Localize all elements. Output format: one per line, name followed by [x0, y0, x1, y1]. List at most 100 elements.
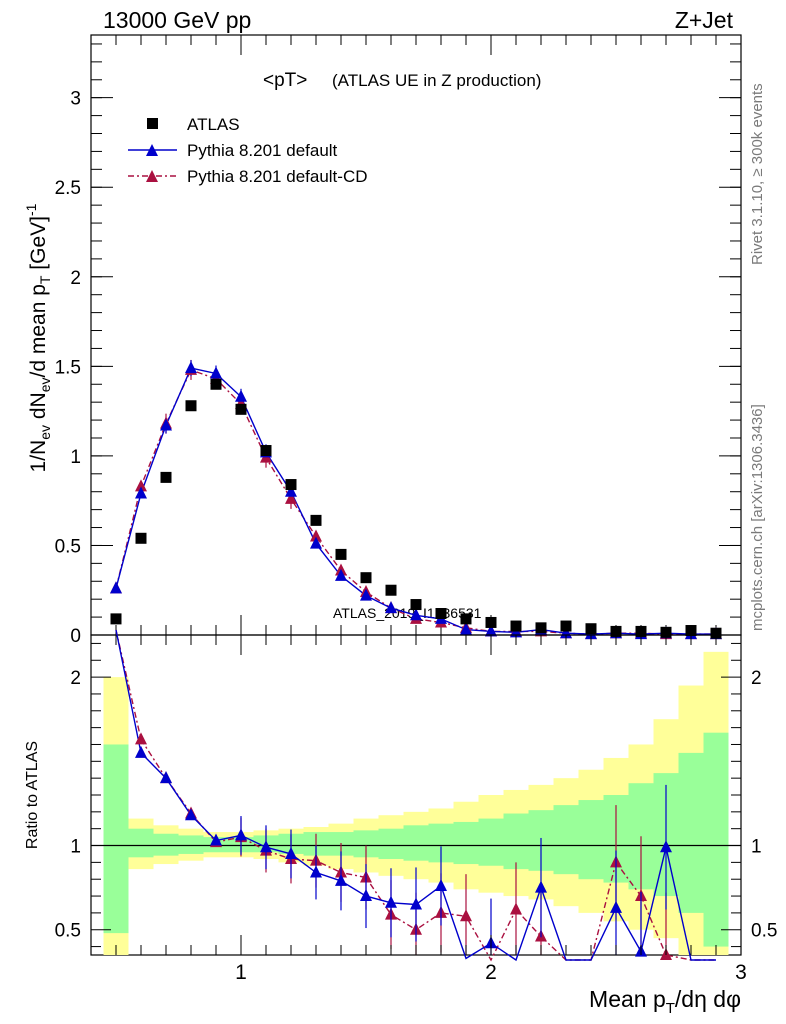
- ratio-inner-band: [153, 833, 179, 856]
- ratio-pythia-point: [660, 840, 672, 853]
- ratio-pythia-point: [435, 878, 447, 891]
- main-atlas-point: [710, 627, 722, 639]
- main-atlas-point: [660, 626, 672, 638]
- main-pythia-point: [360, 588, 372, 601]
- main-y-tick-label: 1: [70, 447, 81, 468]
- ratio-y-tick-label: 1: [70, 837, 81, 858]
- ratio-inner-band: [178, 835, 204, 854]
- ratio-pythia-cd-point: [510, 902, 522, 915]
- ratio-pythia-point: [360, 889, 372, 902]
- main-atlas-point: [485, 616, 497, 628]
- ratio-y-tick-label-right: 2: [751, 668, 762, 689]
- main-atlas-point: [135, 532, 147, 544]
- ratio-pythia-point: [210, 833, 222, 846]
- main-panel: 00.511.522.53 ATLAS_2019_I1736531 <pT> (…: [23, 34, 742, 647]
- main-pythia-cd-line: [115, 369, 716, 635]
- main-atlas-point: [635, 625, 647, 637]
- x-tick-label: 2: [485, 961, 497, 984]
- main-atlas-point: [260, 445, 272, 457]
- main-pythia-point: [110, 581, 122, 594]
- legend-pythia-marker: [146, 144, 158, 156]
- ratio-pythia-point: [535, 880, 547, 893]
- main-atlas-point: [210, 378, 222, 390]
- main-atlas-point: [110, 613, 122, 625]
- plot-title-main: <pT>: [263, 70, 307, 91]
- ratio-inner-band: [103, 744, 129, 934]
- ratio-y-tick-labels: 0.5 0.5 1 1 2 2: [55, 668, 778, 942]
- ratio-y-tick-label: 2: [70, 668, 81, 689]
- ratio-y-tick-label-right: 1: [751, 837, 762, 858]
- ratio-y-tick-label-right: 0.5: [751, 921, 777, 942]
- main-pythia-line: [115, 367, 716, 635]
- main-y-tick-label: 1.5: [55, 357, 81, 378]
- ratio-inner-band: [378, 828, 404, 859]
- ratio-panel: 0.5 0.5 1 1 2 2 Ratio to ATLAS 1 2 3 Mean pT/dη…: [24, 629, 778, 1017]
- ratio-pythia-point: [135, 745, 147, 758]
- ratio-inner-band: [128, 828, 154, 858]
- main-atlas-point: [285, 479, 297, 491]
- legend-pythia-cd-label: Pythia 8.201 default-CD: [187, 167, 368, 186]
- main-pythia-cd-point: [310, 529, 322, 542]
- x-axis-label: Mean pT/dη dφ: [589, 986, 741, 1017]
- ratio-y-axis-label: Ratio to ATLAS: [24, 741, 41, 849]
- main-atlas-point: [235, 403, 247, 415]
- ratio-pythia-point: [310, 865, 322, 878]
- header-energy: 13000 GeV pp: [103, 7, 251, 33]
- x-tick-label: 1: [235, 961, 247, 984]
- main-pythia-point: [335, 568, 347, 581]
- main-y-tick-label: 0: [70, 626, 81, 647]
- main-y-tick-label: 3: [70, 89, 81, 110]
- main-y-tick-labels: 0 0.5 1 1.5 2 2.5 3: [55, 89, 81, 647]
- main-atlas-point: [310, 514, 322, 526]
- main-pythia-point: [460, 622, 472, 635]
- side-labels: Rivet 3.1.10, ≥ 300k events mcplots.cern…: [749, 83, 766, 631]
- ratio-pythia-point: [385, 895, 397, 908]
- x-tick-label: 3: [735, 961, 747, 984]
- main-atlas-point: [685, 625, 697, 637]
- mcplots-reference: mcplots.cern.ch [arXiv:1306.3436]: [749, 404, 766, 631]
- ratio-inner-band: [403, 825, 429, 861]
- main-atlas-point: [360, 572, 372, 584]
- main-pythia-point: [210, 366, 222, 379]
- main-pythia-point: [285, 484, 297, 497]
- legend-pythia-label: Pythia 8.201 default: [187, 141, 338, 160]
- ratio-pythia-cd-point: [460, 909, 472, 922]
- main-y-tick-label: 2: [70, 268, 81, 289]
- main-pythia-point: [385, 601, 397, 614]
- ratio-axis-ticks: [91, 635, 741, 955]
- ratio-y-tick-label: 0.5: [55, 921, 81, 942]
- main-y-tick-label: 2.5: [55, 178, 81, 199]
- ratio-inner-band: [678, 752, 704, 913]
- ratio-pythia-point: [260, 840, 272, 853]
- main-atlas-point: [535, 622, 547, 634]
- rivet-version: Rivet 3.1.10, ≥ 300k events: [749, 83, 766, 265]
- main-atlas-point: [435, 608, 447, 620]
- ratio-pythia-point: [235, 828, 247, 841]
- main-pythia-point: [135, 486, 147, 499]
- main-pythia-point: [185, 361, 197, 374]
- plot-title: <pT> (ATLAS UE in Z production): [263, 70, 541, 91]
- main-pythia-point: [410, 608, 422, 621]
- main-atlas-point: [185, 400, 197, 412]
- legend-pythia-cd-marker: [146, 170, 158, 182]
- ratio-pythia-point: [410, 897, 422, 910]
- header: 13000 GeV pp Z+Jet: [103, 7, 734, 33]
- legend: ATLAS Pythia 8.201 default Pythia 8.201 …: [128, 115, 368, 186]
- legend-atlas-marker: [147, 118, 158, 129]
- main-y-tick-label: 0.5: [55, 536, 81, 557]
- main-pythia-point: [485, 624, 497, 637]
- main-pythia-point: [235, 389, 247, 402]
- ratio-series: [115, 629, 716, 962]
- main-series: [110, 359, 722, 640]
- ratio-inner-band: [578, 800, 604, 880]
- ratio-pythia-cd-point: [135, 732, 147, 745]
- x-tick-labels: 1 2 3: [235, 961, 747, 984]
- header-process: Z+Jet: [675, 7, 734, 33]
- main-pythia-point: [310, 536, 322, 549]
- main-atlas-point: [410, 599, 422, 611]
- main-atlas-point: [385, 584, 397, 596]
- ratio-pythia-point: [285, 846, 297, 859]
- legend-atlas-label: ATLAS: [187, 115, 240, 134]
- main-atlas-point: [585, 623, 597, 635]
